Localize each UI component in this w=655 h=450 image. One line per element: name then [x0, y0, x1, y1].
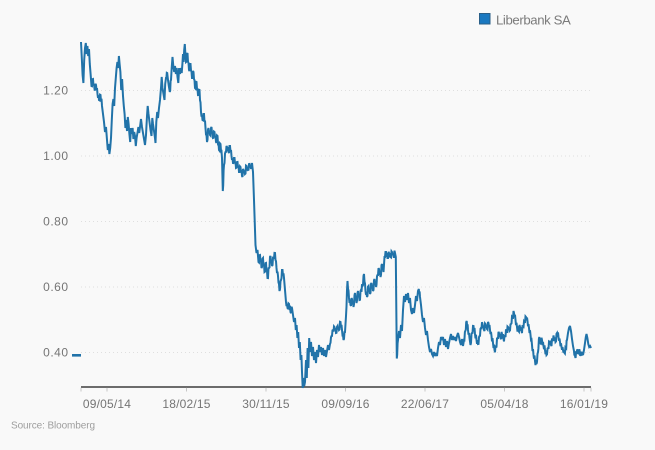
svg-text:0.80: 0.80 [43, 215, 68, 229]
svg-text:0.40: 0.40 [43, 346, 68, 360]
svg-text:1.00: 1.00 [43, 149, 68, 163]
svg-text:18/02/15: 18/02/15 [162, 397, 210, 411]
svg-text:09/09/16: 09/09/16 [321, 397, 369, 411]
svg-text:30/11/15: 30/11/15 [242, 397, 290, 411]
svg-text:22/06/17: 22/06/17 [401, 397, 449, 411]
svg-text:1.20: 1.20 [43, 84, 68, 98]
svg-text:Liberbank SA: Liberbank SA [496, 13, 571, 28]
svg-text:16/01/19: 16/01/19 [560, 397, 608, 411]
svg-text:05/04/18: 05/04/18 [480, 397, 528, 411]
svg-text:0.60: 0.60 [43, 280, 68, 294]
svg-text:09/05/14: 09/05/14 [83, 397, 131, 411]
svg-text:Source: Bloomberg: Source: Bloomberg [11, 421, 95, 432]
